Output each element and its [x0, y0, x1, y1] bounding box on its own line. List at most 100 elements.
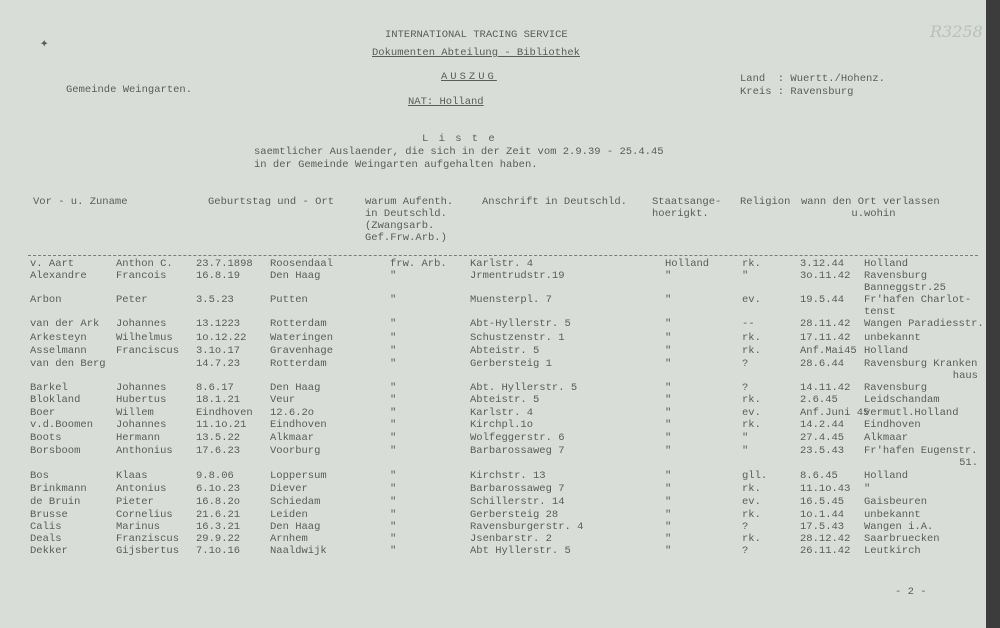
- cell-nation: ": [665, 533, 672, 545]
- cell-first: Cornelius: [116, 509, 173, 521]
- cell-first: Hubertus: [116, 394, 167, 406]
- cell-date: 13.1223: [196, 318, 241, 330]
- cell-nation: ": [665, 318, 672, 330]
- cell-date: 14.7.23: [196, 358, 241, 370]
- cell-left: 26.11.42: [800, 545, 851, 557]
- cell-reason: ": [390, 419, 397, 431]
- cell-surname: Bos: [30, 470, 49, 482]
- cell-dest: vermutl.Holland: [864, 407, 959, 419]
- cell-first: Johannes: [116, 382, 167, 394]
- cell-dest: Leutkirch: [864, 545, 921, 557]
- col-birth: Geburtstag und - Ort: [208, 196, 335, 208]
- cell-address: Ravensburgerstr. 4: [470, 521, 584, 533]
- cell-dest-continued: Banneggstr.25: [864, 282, 946, 294]
- cell-date: Eindhoven: [196, 407, 253, 419]
- intro-line-2: in der Gemeinde Weingarten aufgehalten h…: [254, 159, 538, 171]
- cell-place: Diever: [270, 483, 308, 495]
- cell-date: 17.6.23: [196, 445, 241, 457]
- cell-left: 8.6.45: [800, 470, 838, 482]
- cell-nation: ": [665, 483, 672, 495]
- table-row: Brusse Cornelius 21.6.21 Leiden " Gerbersteig…: [0, 509, 990, 521]
- cell-place: Naaldwijk: [270, 545, 327, 557]
- cell-left: 28.11.42: [800, 318, 851, 330]
- cell-reason: ": [390, 483, 397, 495]
- cell-surname: Alexandre: [30, 270, 87, 282]
- cell-address: Gerbersteig 1: [470, 358, 552, 370]
- cell-address: Barbarossaweg 7: [470, 445, 565, 457]
- cell-dest: Wangen Paradiesstr.: [864, 318, 984, 330]
- cell-address: Abt Hyllerstr. 5: [470, 545, 571, 557]
- cell-first: Johannes: [116, 419, 167, 431]
- cell-left: Anf.Juni 45: [800, 407, 870, 419]
- cell-surname: v.d.Boomen: [30, 419, 94, 431]
- cell-place: 12.6.2o: [270, 407, 315, 419]
- cell-surname: Boots: [30, 432, 62, 444]
- cell-left: 3o.11.42: [800, 270, 851, 282]
- cell-nation: ": [665, 394, 672, 406]
- cell-address: Jrmentrudstr.19: [470, 270, 565, 282]
- cell-dest: Fr'hafen Charlot-: [864, 294, 972, 306]
- cell-nation: ": [665, 496, 672, 508]
- cell-dest: unbekannt: [864, 332, 921, 344]
- cell-religion: ": [742, 445, 749, 457]
- table-row: Calis Marinus 16.3.21 Den Haag " Ravensburger…: [0, 521, 990, 533]
- header-divider: [28, 255, 978, 256]
- cell-reason: ": [390, 270, 397, 282]
- cell-date: 21.6.21: [196, 509, 241, 521]
- cell-nation: ": [665, 432, 672, 444]
- cell-address: Abt. Hyllerstr. 5: [470, 382, 578, 394]
- cell-date: 18.1.21: [196, 394, 241, 406]
- land: Land : Wuertt./Hohenz.: [740, 73, 885, 85]
- cell-reason: frw. Arb.: [390, 258, 447, 270]
- table-row: de Bruin Pieter 16.8.2o Schiedam " Schillerst…: [0, 496, 990, 508]
- cell-first: Hermann: [116, 432, 161, 444]
- cell-place: Voorburg: [270, 445, 321, 457]
- cell-surname: Deals: [30, 533, 62, 545]
- cell-surname: Borsboom: [30, 445, 81, 457]
- cell-dest: Gaisbeuren: [864, 496, 928, 508]
- table-row: van der Ark Johannes 13.1223 Rotterdam " Abt-…: [0, 318, 990, 330]
- cell-left: 19.5.44: [800, 294, 845, 306]
- cell-religion: ": [742, 270, 749, 282]
- table-row: Borsboom Anthonius 17.6.23 Voorburg " Barbaro…: [0, 445, 990, 469]
- cell-religion: ev.: [742, 294, 761, 306]
- cell-dest-continued: haus: [952, 370, 978, 382]
- archive-mark: R3258: [930, 22, 983, 41]
- col-address: Anschrift in Deutschld.: [482, 196, 627, 208]
- cell-first: Klaas: [116, 470, 148, 482]
- cell-reason: ": [390, 294, 397, 306]
- table-row: van den Berg 14.7.23 Rotterdam " Gerbersteig…: [0, 358, 990, 382]
- cell-place: Wateringen: [270, 332, 334, 344]
- cell-reason: ": [390, 509, 397, 521]
- cell-date: 7.1o.16: [196, 545, 241, 557]
- cell-religion: --: [742, 318, 755, 330]
- cell-reason: ": [390, 432, 397, 444]
- cell-religion: rk.: [742, 533, 761, 545]
- cell-place: Den Haag: [270, 382, 321, 394]
- table-row: v. Aart Anthon C. 23.7.1898 Roosendaal frw. …: [0, 258, 990, 270]
- cell-dest: Alkmaar: [864, 432, 909, 444]
- cell-reason: ": [390, 545, 397, 557]
- table-row: Arbon Peter 3.5.23 Putten " Muensterpl. 7 " ev.…: [0, 294, 990, 318]
- cell-dest: Leidschandam: [864, 394, 940, 406]
- cell-dest: Fr'hafen Eugenstr.: [864, 445, 978, 457]
- cell-place: Rotterdam: [270, 358, 327, 370]
- cell-left: Anf.Mai45: [800, 345, 857, 357]
- cell-address: Wolfeggerstr. 6: [470, 432, 565, 444]
- cell-dest: Wangen i.A.: [864, 521, 934, 533]
- cell-first: Pieter: [116, 496, 154, 508]
- cell-dest-continued: 51.: [959, 457, 978, 469]
- cell-religion: gll.: [742, 470, 768, 482]
- cell-religion: rk.: [742, 258, 761, 270]
- cell-address: Abteistr. 5: [470, 394, 540, 406]
- table-row: Deals Franziscus 29.9.22 Arnhem " Jsenbarstr.…: [0, 533, 990, 545]
- cell-first: Gijsbertus: [116, 545, 180, 557]
- cell-date: 3.1o.17: [196, 345, 241, 357]
- cell-date: 6.1o.23: [196, 483, 241, 495]
- cell-surname: van der Ark: [30, 318, 100, 330]
- cell-date: 29.9.22: [196, 533, 241, 545]
- cell-surname: v. Aart: [30, 258, 75, 270]
- cell-address: Abt-Hyllerstr. 5: [470, 318, 571, 330]
- cell-place: Rotterdam: [270, 318, 327, 330]
- cell-surname: de Bruin: [30, 496, 81, 508]
